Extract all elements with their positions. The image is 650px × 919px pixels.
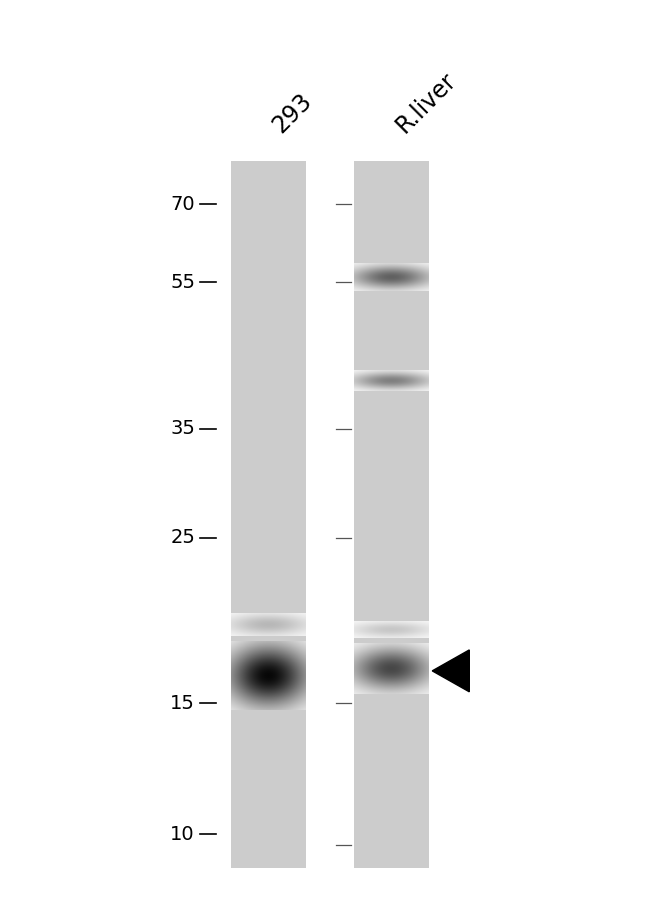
Text: 10: 10 [170, 825, 195, 844]
Text: 15: 15 [170, 694, 195, 712]
Polygon shape [432, 650, 469, 692]
Text: 55: 55 [170, 273, 195, 291]
Text: 35: 35 [170, 419, 195, 438]
Text: 293: 293 [268, 89, 317, 138]
Text: 25: 25 [170, 528, 195, 547]
Text: 70: 70 [170, 195, 195, 213]
Bar [354, 161, 429, 868]
Bar [231, 161, 306, 868]
Text: R.liver: R.liver [391, 68, 462, 138]
